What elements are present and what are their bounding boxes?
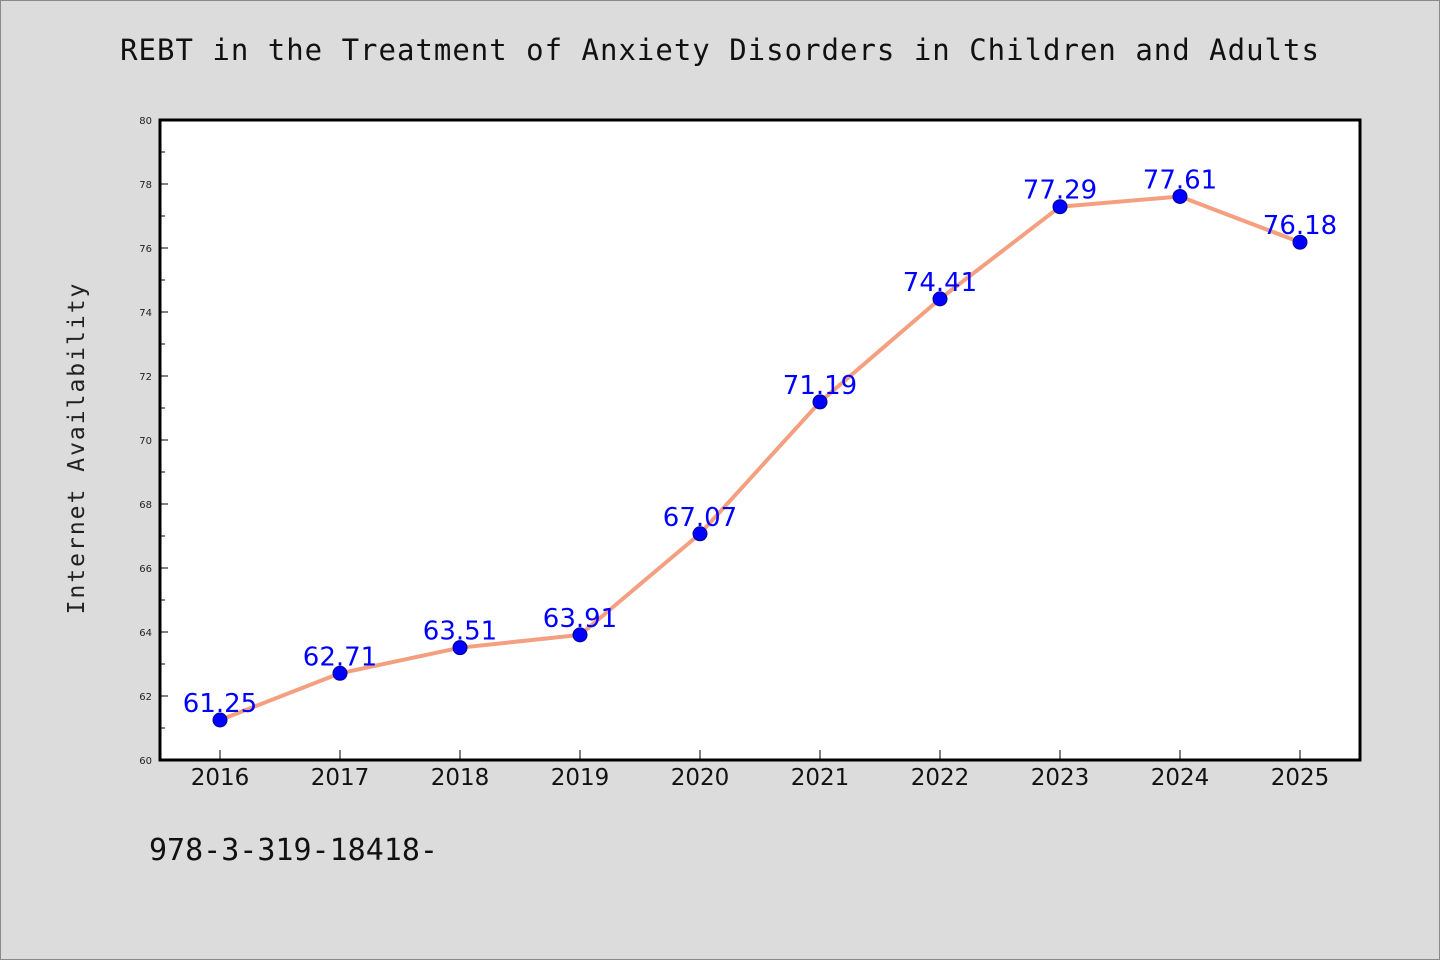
data-label: 62.71 — [303, 642, 377, 672]
data-point — [1052, 199, 1068, 215]
data-point — [932, 291, 948, 307]
y-tick-label: 70 — [139, 436, 152, 447]
series-line — [218, 194, 1302, 722]
data-point — [812, 394, 828, 410]
y-tick-label: 64 — [139, 628, 152, 639]
x-tick-label: 2020 — [671, 765, 730, 791]
y-tick-label: 78 — [139, 180, 152, 191]
x-tick-label: 2023 — [1031, 765, 1090, 791]
x-tick-label: 2016 — [191, 765, 250, 791]
y-axis: 60 62 64 66 68 70 72 74 76 78 80 — [139, 116, 168, 767]
x-tick-label: 2022 — [911, 765, 970, 791]
data-point — [452, 640, 468, 656]
series-layer: 61.25 62.71 63.51 63.91 67.07 71.19 74.41 77.29… — [183, 165, 1337, 728]
data-label: 63.91 — [543, 604, 617, 634]
data-label: 63.51 — [423, 617, 497, 647]
plot-area — [158, 118, 1362, 762]
y-tick-label: 66 — [139, 564, 152, 575]
data-point — [572, 627, 588, 643]
x-tick-label: 2025 — [1271, 765, 1330, 791]
data-point — [212, 712, 228, 728]
data-label: 77.61 — [1143, 165, 1217, 195]
data-point — [1292, 234, 1308, 250]
y-tick-label: 68 — [139, 500, 152, 511]
data-label: 67.07 — [663, 503, 737, 533]
data-label: 71.19 — [783, 371, 857, 401]
y-tick-label: 60 — [139, 756, 152, 767]
y-tick-label: 62 — [139, 692, 152, 703]
x-tick-label: 2018 — [431, 765, 490, 791]
footer-code: 978-3-319-18418- — [149, 833, 438, 868]
x-tick-label: 2019 — [551, 765, 610, 791]
data-label: 76.18 — [1263, 211, 1337, 241]
y-tick-label: 72 — [139, 372, 152, 383]
x-tick-label: 2017 — [311, 765, 370, 791]
chart-title: REBT in the Treatment of Anxiety Disorde… — [120, 33, 1320, 67]
y-tick-label: 74 — [139, 308, 152, 319]
data-label: 77.29 — [1023, 176, 1097, 206]
x-tick-label: 2024 — [1151, 765, 1210, 791]
data-point — [332, 665, 348, 681]
y-tick-label: 80 — [139, 116, 152, 127]
data-point — [1172, 188, 1188, 204]
x-tick-label: 2021 — [791, 765, 850, 791]
data-point — [692, 526, 708, 542]
y-tick-label: 76 — [139, 244, 152, 255]
data-label: 61.25 — [183, 689, 257, 719]
data-label: 74.41 — [903, 268, 977, 298]
x-axis: 2016 2017 2018 2019 2020 2021 2022 2023 2024 2025 — [191, 750, 1330, 791]
